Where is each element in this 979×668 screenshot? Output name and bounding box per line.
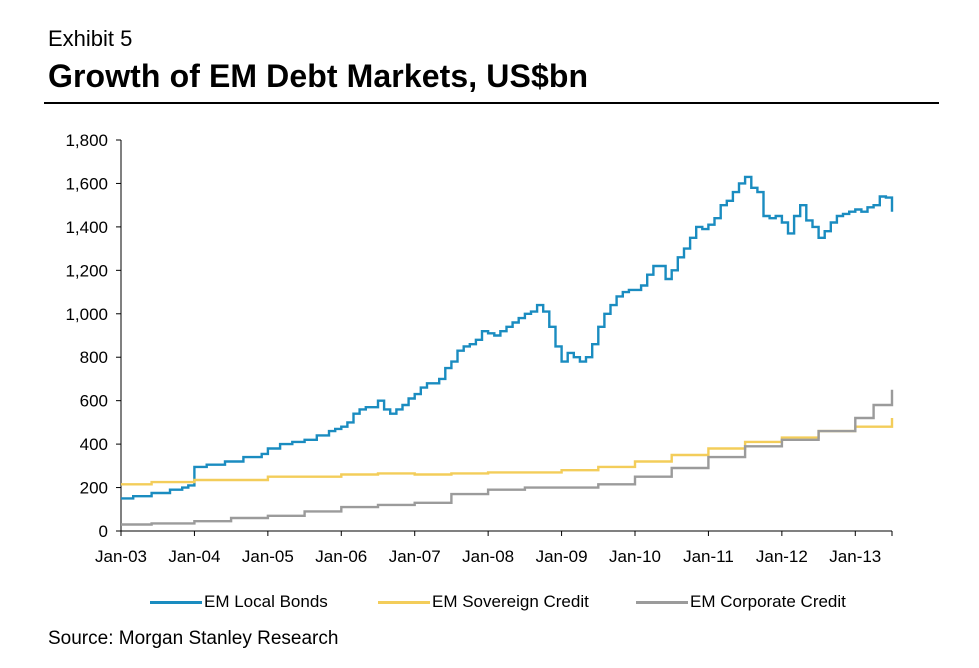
x-tick-label: Jan-04 bbox=[168, 547, 220, 566]
y-tick-label: 1,800 bbox=[65, 131, 108, 150]
x-tick-label: Jan-12 bbox=[756, 547, 808, 566]
exhibit-label: Exhibit 5 bbox=[48, 26, 133, 51]
title-underline bbox=[44, 102, 939, 104]
y-tick-label: 1,000 bbox=[65, 305, 108, 324]
series-line-local-bonds bbox=[121, 175, 894, 500]
legend-item-corporate-credit: EM Corporate Credit bbox=[636, 592, 846, 612]
x-tick-label: Jan-09 bbox=[536, 547, 588, 566]
y-tick-label: 800 bbox=[80, 348, 108, 367]
y-tick-label: 0 bbox=[99, 522, 108, 541]
series-line-corporate-credit bbox=[121, 389, 894, 526]
x-tick-label: Jan-11 bbox=[683, 547, 734, 566]
legend-item-sovereign-credit: EM Sovereign Credit bbox=[378, 592, 589, 612]
x-tick-label: Jan-03 bbox=[95, 547, 147, 566]
x-tick-label: Jan-08 bbox=[462, 547, 514, 566]
y-tick-label: 200 bbox=[80, 479, 108, 498]
chart-axes: 0 200 400 600 800 1,000 1,200 1,400 1,600 1,800 Ja… bbox=[65, 131, 893, 566]
legend-label-corporate-credit: EM Corporate Credit bbox=[690, 592, 846, 611]
y-tick-label: 400 bbox=[80, 435, 108, 454]
y-tick-label: 600 bbox=[80, 392, 108, 411]
legend-label-local-bonds: EM Local Bonds bbox=[204, 592, 328, 611]
source-note: Source: Morgan Stanley Research bbox=[48, 628, 339, 649]
x-tick-label: Jan-05 bbox=[242, 547, 294, 566]
y-tick-label: 1,600 bbox=[65, 174, 108, 193]
x-tick-label: Jan-07 bbox=[389, 547, 441, 566]
y-tick-label: 1,200 bbox=[65, 261, 108, 280]
legend-swatch-corporate-credit bbox=[636, 600, 688, 604]
y-tick-label: 1,400 bbox=[65, 218, 108, 237]
legend-swatch-sovereign-credit bbox=[378, 600, 430, 604]
x-tick-label: Jan-10 bbox=[609, 547, 661, 566]
legend-label-sovereign-credit: EM Sovereign Credit bbox=[432, 592, 589, 611]
legend-swatch-local-bonds bbox=[150, 600, 202, 604]
chart-title: Growth of EM Debt Markets, US$bn bbox=[48, 58, 589, 94]
chart-series bbox=[121, 175, 894, 526]
x-tick-label: Jan-06 bbox=[315, 547, 367, 566]
series-line-sovereign-credit bbox=[121, 418, 894, 486]
legend-item-local-bonds: EM Local Bonds bbox=[150, 592, 328, 612]
x-tick-label: Jan-13 bbox=[829, 547, 881, 566]
